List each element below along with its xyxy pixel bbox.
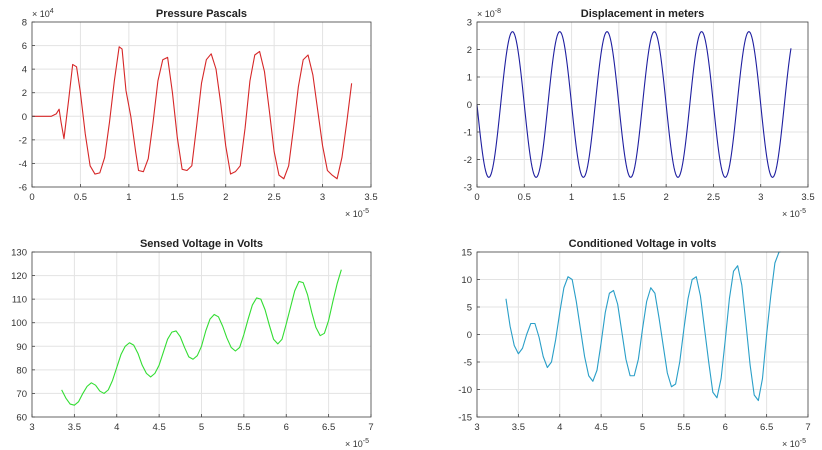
pressure-plot-ytick-label: 0 [22,112,27,123]
conditioned-voltage-plot-ytick-label: -15 [458,413,472,424]
pressure-plot: Pressure Pascals 0 0.5 1 1.5 2 2.5 3 3.5-6-4-20… [19,8,378,219]
conditioned-voltage-plot-ytick-label: 10 [461,275,472,286]
conditioned-voltage-plot-title: Conditioned Voltage in volts [569,238,717,250]
sensed-voltage-plot-xtick-label: 5 [199,422,204,433]
sensed-voltage-plot-xtick-label: 6.5 [322,422,335,433]
sensed-voltage-plot-ytick-label: 90 [16,342,27,353]
sensed-voltage-plot-ytick-label: 70 [16,389,27,400]
pressure-plot-ytick-label: -2 [19,135,27,146]
pressure-plot-ytick-label: 2 [22,88,27,99]
conditioned-voltage-plot-ytick-label: -5 [464,358,472,369]
pressure-plot-ytick-label: 8 [22,18,27,29]
conditioned-voltage-plot-xtick-label: 7 [805,422,810,433]
displacement-plot-series [476,31,792,178]
conditioned-voltage-plot-xtick-label: 3.5 [512,422,525,433]
sensed-voltage-plot-axes: 3 3.5 4 4.5 5 5.5 6 6.5 7 60 70 80 90 100 110 120 130 × 1… [11,248,374,450]
conditioned-voltage-plot-xtick-label: 3 [474,422,479,433]
displacement-plot-axes: 0 0.5 1 1.5 2 2.5 3 3.5 -3 -2 -1 0 1 2 3 × 10-8 × 10-5 [464,8,815,219]
displacement-plot-ytick-label: 1 [467,73,472,84]
pressure-plot-x-exponent-label: × 10-5 [345,208,369,219]
conditioned-voltage-plot-axes: 3 3.5 4 4.5 5 5.5 6 6.5 7 -15 -10 -5 0 5 10 15 × 10-5 [458,248,810,450]
sensed-voltage-plot-ytick-label: 120 [11,271,27,282]
conditioned-voltage-plot-series [505,251,781,402]
sensed-voltage-plot-ytick-label: 110 [12,295,27,306]
pressure-plot-xtick-label: 1.5 [171,192,184,203]
pressure-plot-ytick-label: 6 [22,41,27,52]
pressure-plot-xtick-label: 3 [320,192,325,203]
displacement-plot-x-exponent-label: × 10-5 [782,208,806,219]
pressure-plot-ytick-label: -4 [19,159,27,170]
sensed-voltage-plot-xtick-label: 3.5 [68,422,81,433]
conditioned-voltage-plot-xtick-label: 6 [723,422,728,433]
sensed-voltage-plot-ytick-label: 60 [16,413,27,424]
displacement-plot-xtick-label: 1 [569,192,574,203]
displacement-plot-series-line [476,31,792,178]
sensed-voltage-plot-xtick-label: 5.5 [237,422,250,433]
displacement-plot-ytick-label: 2 [467,45,472,56]
sensed-voltage-plot-xtick-label: 4.5 [153,422,166,433]
displacement-plot-xtick-label: 2.5 [707,192,720,203]
sensed-voltage-plot-xtick-label: 3 [29,422,34,433]
pressure-plot-xtick-label: 1 [126,192,131,203]
conditioned-voltage-plot-ytick-label: 5 [467,303,472,314]
conditioned-voltage-plot-series-line [505,251,781,402]
conditioned-voltage-plot: Conditioned Voltage in volts 3 3.5 4 4.5 5 5.… [458,238,810,449]
displacement-plot-title: Displacement in meters [581,8,705,20]
conditioned-voltage-plot-xtick-label: 5.5 [677,422,690,433]
displacement-plot-ytick-label: -3 [464,183,472,194]
pressure-plot-ytick-label: -6 [19,183,27,194]
pressure-plot-series [32,46,353,180]
sensed-voltage-plot-ytick-label: 80 [16,365,27,376]
pressure-plot-ytick-label: 4 [22,65,27,76]
pressure-plot-axes-box [31,21,372,188]
conditioned-voltage-plot-xtick-label: 5 [640,422,645,433]
displacement-plot-ytick-label: -1 [464,128,472,139]
sensed-voltage-plot-ytick-label: 130 [11,248,27,259]
displacement-plot-ytick-label: -2 [464,155,472,166]
conditioned-voltage-plot-xtick-label: 4.5 [595,422,608,433]
conditioned-voltage-plot-x-exponent-label: × 10-5 [782,438,806,449]
sensed-voltage-plot-x-exponent-label: × 10-5 [345,438,369,449]
conditioned-voltage-plot-ytick-label: 0 [467,330,472,341]
pressure-plot-series-line [32,46,353,180]
displacement-plot-xtick-label: 1.5 [612,192,625,203]
pressure-plot-title: Pressure Pascals [156,8,247,20]
displacement-plot-xtick-label: 2 [663,192,668,203]
sensed-voltage-plot-title: Sensed Voltage in Volts [140,238,263,250]
displacement-plot-ytick-label: 0 [467,100,472,111]
pressure-plot-xtick-label: 3.5 [364,192,377,203]
displacement-plot: Displacement in meters 0 0.5 1 1.5 2 2.5 3 3.5 -… [464,8,815,219]
displacement-plot-xtick-label: 0 [474,192,479,203]
pressure-plot-xtick-label: 0.5 [74,192,87,203]
sensed-voltage-plot-xtick-label: 4 [114,422,119,433]
pressure-plot-xtick-label: 2 [223,192,228,203]
displacement-plot-y-exponent-label: × 10-8 [477,8,501,19]
sensed-voltage-plot-series [61,269,342,406]
pressure-plot-xtick-label: 0 [29,192,34,203]
sensed-voltage-plot-xtick-label: 6 [284,422,289,433]
pressure-plot-axes: 0 0.5 1 1.5 2 2.5 3 3.5 -6 -4 -2 0 2 4 6 8 × 104 × 10-5 [19,8,378,219]
pressure-plot-y-exponent-label: × 104 [32,8,54,19]
conditioned-voltage-plot-ytick-label: 15 [461,248,472,259]
sensed-voltage-plot: Sensed Voltage in Volts 3 3.5 4 4.5 5 5.5 6 6.5… [11,238,374,449]
conditioned-voltage-plot-ytick-label: -10 [458,385,472,396]
conditioned-voltage-plot-xtick-label: 4 [557,422,562,433]
sensed-voltage-plot-xtick-label: 7 [368,422,373,433]
displacement-plot-xtick-label: 3.5 [801,192,814,203]
sensed-voltage-plot-ytick-label: 100 [11,318,27,329]
sensed-voltage-plot-series-line [61,269,342,406]
displacement-plot-ytick-label: 3 [467,18,472,29]
pressure-plot-xtick-label: 2.5 [268,192,281,203]
displacement-plot-xtick-label: 3 [758,192,763,203]
displacement-plot-xtick-label: 0.5 [518,192,531,203]
conditioned-voltage-plot-xtick-label: 6.5 [760,422,773,433]
